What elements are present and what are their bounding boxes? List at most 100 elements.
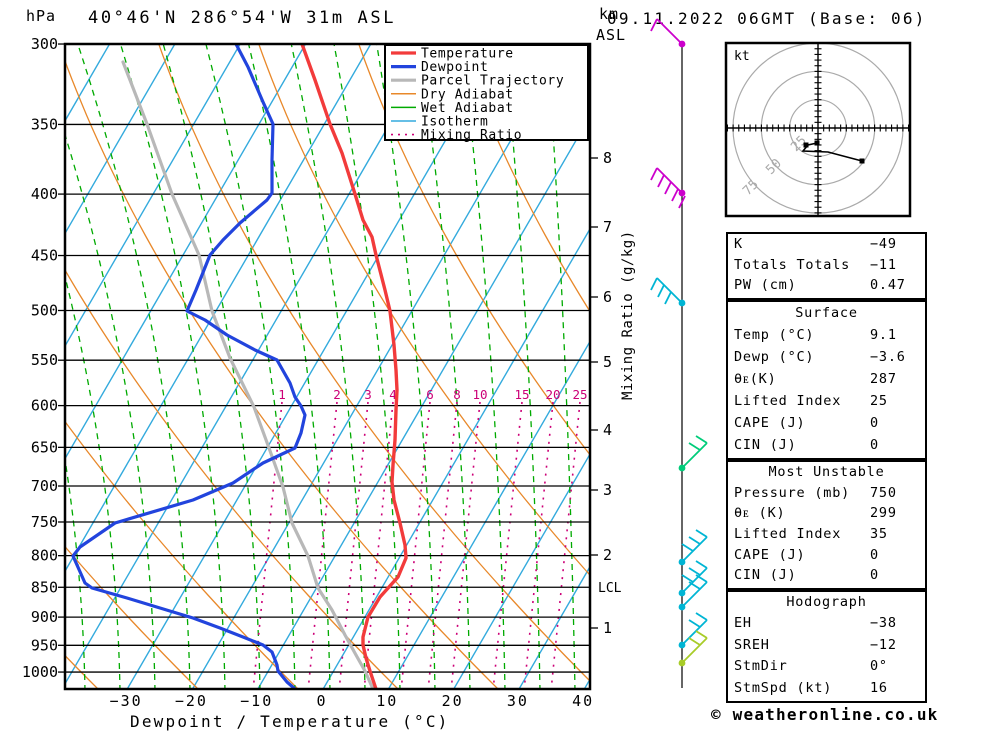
panel-row-value: −49 [870, 236, 897, 252]
svg-text:2: 2 [333, 387, 341, 402]
wind-barb-1 [650, 167, 686, 209]
svg-text:5: 5 [603, 353, 612, 371]
dry-adiabats [65, 44, 590, 689]
panel-row-value: −12 [870, 636, 897, 653]
panel-row-label: Dewp (°C) [734, 349, 815, 365]
parcel-trajectory-curve [121, 60, 375, 689]
svg-text:25: 25 [572, 387, 587, 402]
wind-barb-2 [650, 277, 686, 307]
svg-text:600: 600 [31, 397, 58, 415]
asl-axis-label: ASL [596, 26, 627, 44]
legend-label-1: Dewpoint [421, 60, 488, 75]
temperature-curve [300, 44, 408, 689]
panel-row: SREH −12 [728, 635, 925, 656]
panel-row-value: 299 [870, 505, 897, 522]
panel-row-label: K [734, 236, 743, 252]
svg-text:3: 3 [603, 481, 612, 499]
panel-row-value: 0.47 [870, 277, 906, 294]
panel-row-label: Pressure (mb) [734, 484, 851, 501]
hodograph-trace [801, 142, 863, 162]
plot-frame [63, 42, 592, 691]
mixing-ratio-labels: 1 2 3 4 6 8 10 15 20 25 [278, 387, 587, 402]
svg-text:10: 10 [376, 692, 398, 710]
panel-row-label: Lifted Index [734, 393, 842, 409]
station-title: 40°46'N 286°54'W 31m ASL [88, 8, 397, 28]
pressure-tick-labels: 300 350 400 450 500 550 600 650 700 750 800 850 900 9… [22, 35, 58, 681]
svg-text:7: 7 [603, 218, 612, 236]
dewpoint-curve [71, 44, 307, 689]
wind-barb-5 [678, 560, 708, 597]
wind-barb-8 [678, 630, 708, 667]
svg-text:1: 1 [278, 387, 286, 402]
panel-row-value: 0 [870, 415, 879, 431]
panel-row-value: 0 [870, 437, 879, 453]
panel-row-value: 0° [870, 658, 888, 675]
legend-label-6: Mixing Ratio [421, 128, 522, 143]
isotherms [65, 44, 590, 689]
svg-text:10: 10 [472, 387, 487, 402]
svg-text:850: 850 [31, 578, 58, 596]
panel-row-label: Totals Totals [734, 256, 851, 273]
panel-row-label: StmSpd (kt) [734, 679, 833, 696]
wind-barb-4 [678, 529, 708, 566]
svg-text:8: 8 [453, 387, 461, 402]
panel-row: CAPE (J) 0 [728, 412, 925, 434]
svg-text:650: 650 [31, 438, 58, 456]
km-axis-label: km [599, 5, 620, 23]
panel-row-value: 16 [870, 679, 888, 696]
panel-row: EH −38 [728, 613, 925, 634]
valid-date-title: 09.11.2022 06GMT (Base: 06) [607, 9, 927, 28]
panel-row: Temp (°C) 9.1 [728, 324, 925, 346]
panel-row-label: SREH [734, 636, 770, 653]
panel-row-label: Lifted Index [734, 526, 842, 543]
panel-row: StmSpd (kt) 16 [728, 678, 925, 699]
svg-text:8: 8 [603, 149, 612, 167]
panel-title: Surface [795, 305, 858, 321]
panel-row: StmDir 0° [728, 656, 925, 677]
panel-row: Dewp (°C) −3.6 [728, 346, 925, 368]
panel-row: CIN (J) 0 [728, 565, 925, 586]
panel-row: PW (cm) 0.47 [728, 275, 925, 296]
svg-text:−20: −20 [175, 692, 208, 710]
hodograph-unit-label: kt [734, 49, 750, 64]
svg-text:3: 3 [364, 387, 372, 402]
panel-row-value: 0 [870, 546, 879, 563]
svg-text:2: 2 [603, 546, 612, 564]
panel-row-value: 9.1 [870, 327, 897, 343]
panel-row-label: PW (cm) [734, 277, 797, 294]
x-axis-title: Dewpoint / Temperature (°C) [130, 712, 450, 731]
panel-row-label: θᴇ(K) [734, 371, 777, 387]
wind-barb-6 [678, 574, 708, 611]
panel-row: CAPE (J) 0 [728, 545, 925, 566]
stats-panel-surface: Surface Temp (°C) 9.1 Dewp (°C) −3.6 θᴇ(K) 287… [726, 300, 927, 460]
panel-row: Lifted Index 25 [728, 390, 925, 412]
svg-text:400: 400 [31, 185, 58, 203]
panel-row-value: −11 [870, 256, 897, 273]
panel-row: Lifted Index 35 [728, 524, 925, 545]
svg-text:0: 0 [316, 692, 327, 710]
panel-title: Most Unstable [768, 464, 885, 480]
background-grid [65, 44, 590, 689]
svg-text:−30: −30 [110, 692, 143, 710]
svg-text:500: 500 [31, 301, 58, 319]
svg-text:40: 40 [572, 692, 594, 710]
temperature-tick-labels: −30 −20 −10 0 10 20 30 40 [110, 692, 594, 710]
legend-label-4: Wet Adiabat [421, 101, 514, 116]
svg-text:20: 20 [545, 387, 560, 402]
svg-text:6: 6 [603, 288, 612, 306]
svg-text:20: 20 [442, 692, 464, 710]
svg-text:1000: 1000 [22, 663, 58, 681]
panel-row-label: θᴇ (K) [734, 505, 786, 522]
stats-panel-hodograph: Hodograph EH −38 SREH −12 StmDir 0° StmSpd (kt)… [726, 590, 927, 703]
legend-label-5: Isotherm [421, 115, 488, 130]
panel-row-value: −3.6 [870, 349, 906, 365]
panel-row-label: CIN (J) [734, 567, 797, 584]
panel-row: CIN (J) 0 [728, 434, 925, 456]
panel-row-label: CAPE (J) [734, 415, 806, 431]
svg-text:30: 30 [507, 692, 529, 710]
svg-text:15: 15 [514, 387, 529, 402]
panel-row: θᴇ (K) 299 [728, 503, 925, 524]
